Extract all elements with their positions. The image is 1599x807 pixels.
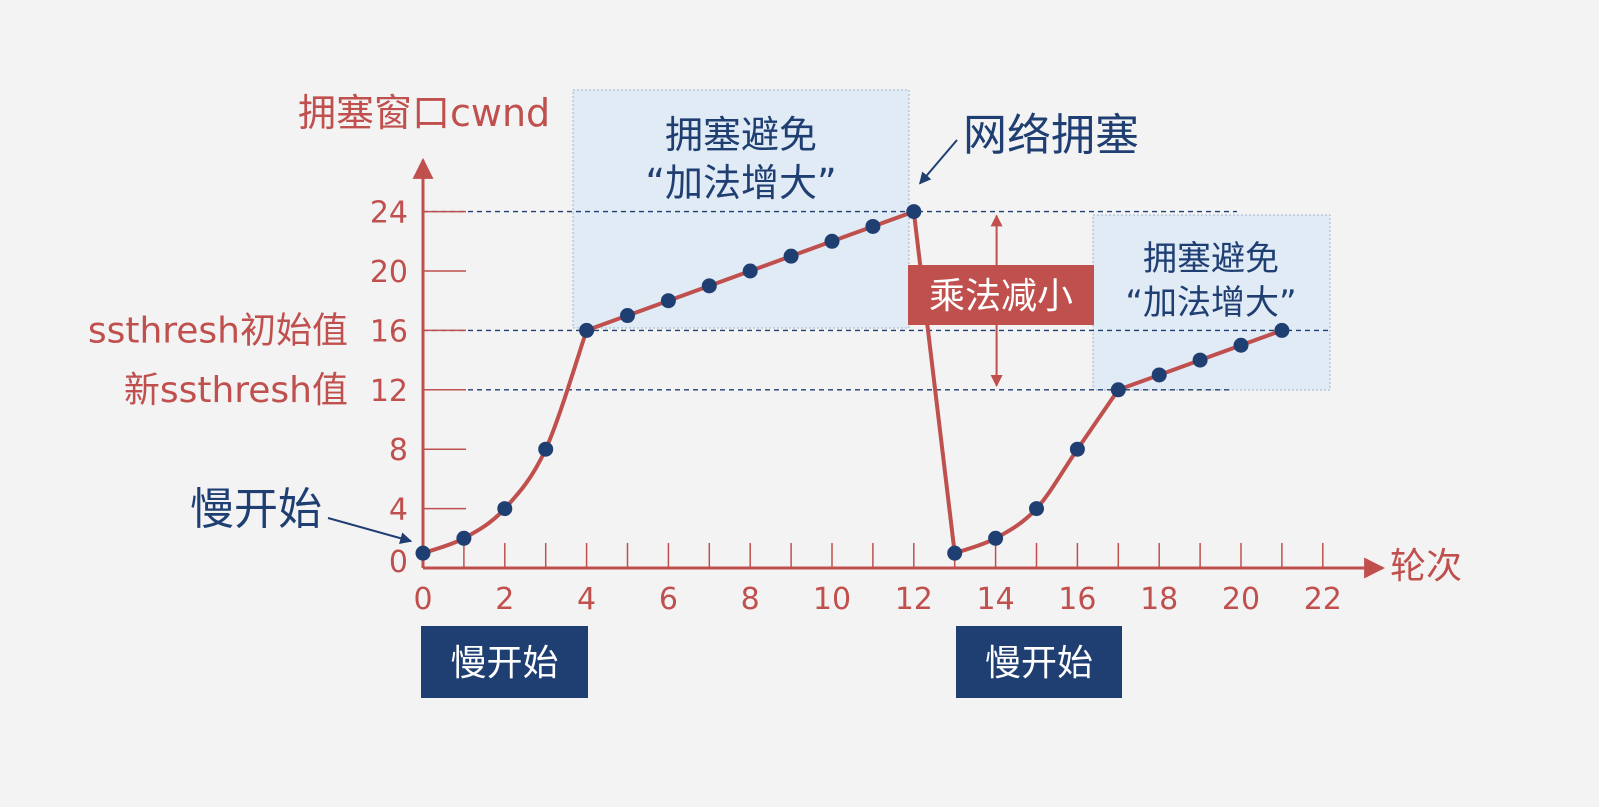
data-point: [947, 545, 963, 561]
data-point: [865, 218, 881, 234]
data-point: [620, 308, 635, 324]
x-tick-label: 12: [895, 582, 933, 617]
slow-start-phase-box: [421, 626, 588, 698]
region-label-title: 拥塞避免: [665, 113, 817, 157]
data-point: [579, 322, 595, 338]
x-tick-label: 8: [741, 582, 760, 617]
x-tick-label: 18: [1140, 582, 1178, 617]
y-tick-label: 24: [370, 196, 408, 231]
data-point: [1029, 501, 1044, 517]
x-tick-label: 10: [813, 582, 851, 617]
data-point: [824, 233, 840, 249]
y-tick-label: 20: [370, 255, 408, 290]
x-tick-label: 4: [577, 582, 596, 617]
slow-start-phase-box: [956, 626, 1122, 698]
y-axis-label: 拥塞窗口cwnd: [298, 91, 550, 135]
slow-start-arrow: [327, 517, 413, 545]
y-tick-label: 0: [389, 545, 408, 580]
data-point: [988, 530, 1004, 546]
x-tick-label: 16: [1058, 582, 1096, 617]
series-layer: [415, 204, 1290, 561]
data-point: [1151, 367, 1167, 383]
congestion-avoidance-region: [1092, 214, 1331, 391]
data-point: [1233, 337, 1249, 353]
data-point: [1069, 441, 1085, 457]
cwnd-drop-line: [911, 211, 957, 554]
region-label-subtitle: “加法增大”: [1125, 283, 1296, 323]
ssthresh-label: 新ssthresh值: [124, 370, 348, 411]
slow-start-arrow-label: 慢开始: [190, 484, 322, 535]
data-point: [497, 501, 513, 517]
x-tick-label: 6: [659, 582, 678, 617]
congestion-label: 网络拥塞: [963, 110, 1139, 161]
data-point: [906, 204, 922, 220]
data-point: [1192, 352, 1208, 368]
slow-start-phase-label: 慢开始: [450, 643, 558, 684]
x-tick-label: 0: [413, 582, 432, 617]
congestion-arrow: [919, 139, 958, 185]
y-tick-label: 4: [389, 493, 408, 528]
x-tick-label: 22: [1304, 582, 1342, 617]
x-tick-label: 14: [977, 582, 1015, 617]
multiplicative-decrease-label: 乘法减小: [929, 276, 1073, 317]
cwnd-curve-phase-2: [954, 328, 1283, 556]
slow-start-phase-label: 慢开始: [985, 643, 1093, 684]
y-tick-label: 12: [370, 374, 408, 409]
data-point: [538, 441, 554, 457]
data-point: [415, 545, 431, 561]
data-point: [1110, 382, 1126, 398]
y-tick-label: 8: [389, 433, 408, 468]
multiplicative-decrease-box: [908, 265, 1094, 325]
y-tick-label: 16: [370, 314, 408, 349]
data-point: [660, 293, 676, 309]
region-label-subtitle: “加法增大”: [645, 161, 836, 205]
data-point: [1274, 322, 1290, 338]
data-point: [742, 263, 758, 279]
congestion-avoidance-region: [572, 89, 910, 329]
data-point: [701, 278, 717, 294]
x-tick-label: 20: [1222, 582, 1260, 617]
x-tick-label: 2: [495, 582, 514, 617]
data-point: [783, 248, 799, 264]
region-label-title: 拥塞避免: [1143, 239, 1279, 279]
ssthresh-label: ssthresh初始值: [88, 310, 348, 351]
regions-layer: 拥塞避免“加法增大”拥塞避免“加法增大”: [572, 89, 1331, 391]
x-axis-label: 轮次: [1390, 546, 1462, 587]
reference-lines-layer: [423, 210, 1328, 391]
data-point: [456, 530, 472, 546]
